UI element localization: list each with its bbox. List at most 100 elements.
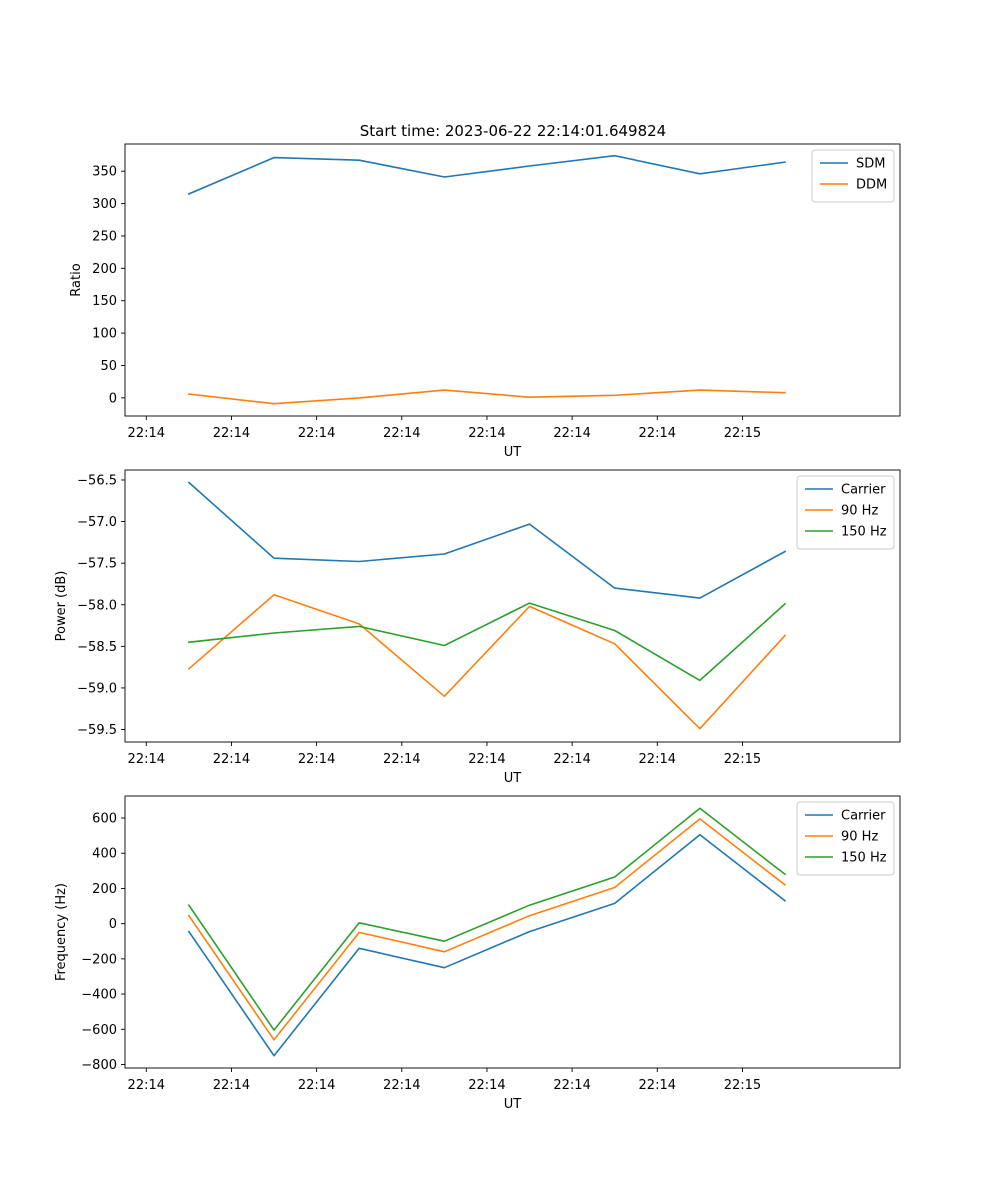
- axes-frame: [124, 143, 901, 417]
- data-point: [443, 389, 445, 391]
- data-point: [529, 523, 531, 525]
- x-tick-label: 22:14: [639, 752, 676, 767]
- data-point: [614, 902, 616, 904]
- legend: Carrier 90 Hz 150 Hz: [796, 475, 895, 550]
- data-point: [529, 904, 531, 906]
- data-point: [358, 623, 360, 625]
- legend-label: 150 Hz: [841, 851, 887, 866]
- y-axis-label: Ratio: [69, 263, 84, 296]
- y-tick-label: −59.0: [77, 681, 117, 696]
- data-point: [699, 728, 701, 730]
- y-tick-label: −400: [81, 988, 117, 1003]
- data-point: [273, 594, 275, 596]
- x-tick-label: 22:14: [298, 426, 335, 441]
- x-tick-label: 22:14: [128, 426, 165, 441]
- x-tick-label: 22:14: [383, 1078, 420, 1093]
- legend-label: 90 Hz: [841, 504, 878, 519]
- data-point: [784, 884, 786, 886]
- y-tick-label: 200: [92, 262, 117, 277]
- y-tick-label: −57.0: [77, 515, 117, 530]
- data-point: [614, 155, 616, 157]
- data-point: [273, 403, 275, 405]
- x-axis-label: UT: [504, 1097, 522, 1112]
- data-point: [443, 645, 445, 647]
- data-point: [443, 967, 445, 969]
- x-tick-label: 22:14: [639, 426, 676, 441]
- x-tick-label: 22:14: [298, 1078, 335, 1093]
- y-tick-label: −56.5: [77, 473, 117, 488]
- data-point: [273, 1029, 275, 1031]
- y-tick-label: −59.5: [77, 723, 117, 738]
- series-line-carrier: [187, 481, 787, 599]
- x-tick-label: 22:14: [383, 752, 420, 767]
- y-tick-label: 400: [92, 847, 117, 862]
- x-tick-label: 22:14: [468, 426, 505, 441]
- data-point: [358, 397, 360, 399]
- y-tick-label: −200: [81, 952, 117, 967]
- series-line-150-hz: [188, 602, 787, 682]
- series-line-carrier: [187, 833, 787, 1057]
- subplot-1: 22:14 22:14 22:14 22:14 22:14 22:14 22:14 22:15…: [69, 143, 901, 460]
- data-point: [699, 818, 701, 820]
- y-tick-label: −58.5: [77, 640, 117, 655]
- data-point: [699, 389, 701, 391]
- y-tick-label: 350: [92, 165, 117, 180]
- x-tick-label: 22:14: [213, 426, 250, 441]
- x-tick-label: 22:15: [724, 752, 761, 767]
- data-point: [188, 668, 190, 670]
- data-point: [614, 876, 616, 878]
- y-tick-label: −57.5: [77, 557, 117, 572]
- x-tick-label: 22:14: [468, 1078, 505, 1093]
- legend: Carrier 90 Hz 150 Hz: [796, 801, 895, 876]
- legend-label: Carrier: [841, 483, 886, 498]
- data-point: [273, 1055, 275, 1057]
- data-point: [188, 393, 190, 395]
- x-tick-label: 22:14: [468, 752, 505, 767]
- x-tick-label: 22:15: [724, 426, 761, 441]
- y-axis-label: Power (dB): [54, 571, 69, 642]
- x-tick-label: 22:14: [128, 1078, 165, 1093]
- data-point: [614, 394, 616, 396]
- subplot-3: 22:14 22:14 22:14 22:14 22:14 22:14 22:14 22:15…: [54, 795, 901, 1112]
- x-tick-label: 22:14: [128, 752, 165, 767]
- axes-frame: [124, 469, 901, 743]
- y-tick-label: 300: [92, 197, 117, 212]
- legend: SDM DDM: [811, 149, 895, 203]
- data-point: [529, 165, 531, 167]
- data-point: [188, 931, 190, 933]
- x-tick-label: 22:15: [724, 1078, 761, 1093]
- x-tick-label: 22:14: [553, 752, 590, 767]
- legend-label: SDM: [856, 157, 885, 172]
- data-point: [784, 603, 786, 605]
- x-tick-label: 22:14: [213, 752, 250, 767]
- data-point: [699, 834, 701, 836]
- data-point: [358, 561, 360, 563]
- x-tick-label: 22:14: [639, 1078, 676, 1093]
- legend-label: Carrier: [841, 809, 886, 824]
- y-tick-label: 50: [100, 359, 117, 374]
- data-point: [784, 873, 786, 875]
- x-tick-label: 22:14: [383, 426, 420, 441]
- y-tick-label: 150: [92, 294, 117, 309]
- data-point: [443, 695, 445, 697]
- y-tick-label: −600: [81, 1023, 117, 1038]
- series-line-ddm: [188, 389, 786, 405]
- data-point: [699, 807, 701, 809]
- data-point: [529, 605, 531, 607]
- series-line-150-hz: [187, 807, 787, 1031]
- subplot-2: 22:14 22:14 22:14 22:14 22:14 22:14 22:14 22:15…: [54, 469, 901, 786]
- data-point: [443, 553, 445, 555]
- data-point: [443, 951, 445, 953]
- series-line-90-hz: [187, 818, 787, 1041]
- data-point: [529, 602, 531, 604]
- x-tick-label: 22:14: [213, 1078, 250, 1093]
- data-point: [443, 176, 445, 178]
- data-point: [614, 587, 616, 589]
- data-point: [358, 947, 360, 949]
- data-point: [358, 625, 360, 627]
- y-tick-label: 0: [109, 917, 117, 932]
- data-point: [784, 392, 786, 394]
- data-point: [358, 931, 360, 933]
- series-line-sdm: [187, 154, 786, 195]
